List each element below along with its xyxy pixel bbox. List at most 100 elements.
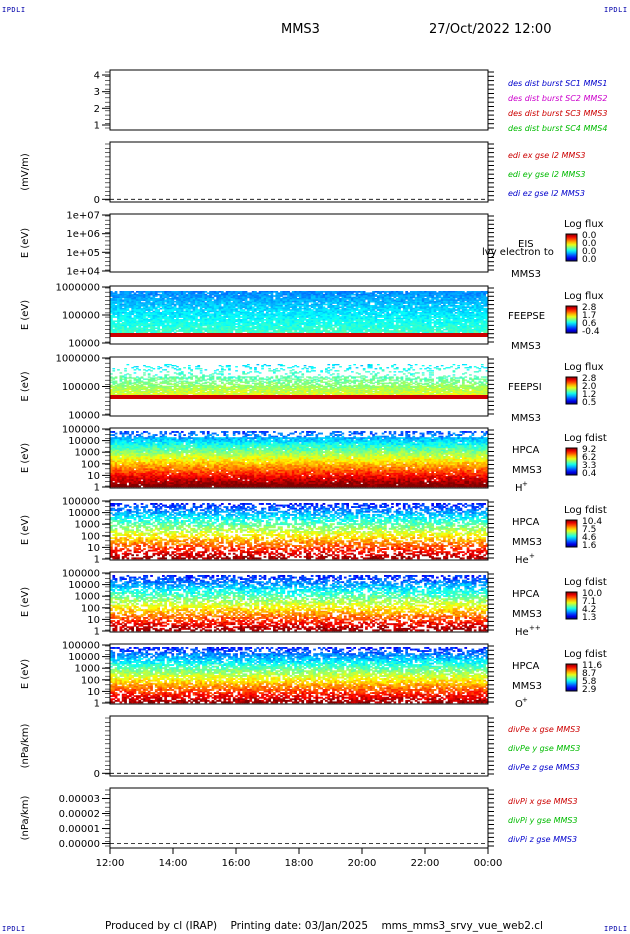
- y-tick-label: 100000: [62, 497, 100, 508]
- colorbar-tick-label: 0.4: [582, 469, 597, 479]
- legend-entry: divPi y gse MMS3: [508, 816, 578, 825]
- y-axis-label: E (eV): [20, 371, 31, 401]
- panel-frame: [110, 788, 488, 848]
- legend-entry: divPi x gse MMS3: [508, 797, 578, 806]
- panel-frame: [110, 716, 488, 776]
- legend-entry: edi ex gse l2 MMS3: [508, 151, 586, 160]
- y-tick-label: 100000: [62, 311, 100, 322]
- x-tick-label: 00:00: [474, 858, 503, 869]
- colorbar-tick-label: 2.9: [582, 685, 597, 695]
- y-tick-label: 1000: [75, 664, 100, 675]
- y-tick-label: 1000: [75, 592, 100, 603]
- y-tick-label: 3: [94, 87, 100, 98]
- species-charge: +: [529, 552, 535, 560]
- y-tick-label: 100: [81, 675, 100, 686]
- colorbar-tick-label: 0.0: [582, 255, 597, 265]
- y-tick-label: 1e+04: [66, 267, 100, 278]
- instrument-label: FEEPSI: [508, 382, 542, 393]
- species-label: He: [515, 555, 529, 566]
- y-tick-label: 0.00000: [59, 839, 100, 850]
- colorbar: [566, 520, 577, 547]
- colorbar-tick-label: 0.5: [582, 398, 596, 408]
- y-tick-label: 10000: [68, 436, 100, 447]
- colorbar-title: Log flux: [564, 219, 604, 230]
- y-tick-label: 100: [81, 531, 100, 542]
- x-tick-label: 14:00: [159, 858, 188, 869]
- panel-edi: 02e+204e+206e+208e+201e+21(mV/m)edi ex g…: [20, 0, 586, 208]
- colorbar-title: Log flux: [564, 362, 604, 373]
- instrument-label: FEEPSE: [508, 311, 545, 322]
- y-tick-label: 0.00002: [59, 809, 100, 820]
- y-tick-label: 1: [94, 627, 100, 638]
- y-tick-label: 100: [81, 459, 100, 470]
- footer-printing-date: Printing date: 03/Jan/2025: [230, 920, 368, 932]
- y-tick-label: 1000: [75, 448, 100, 459]
- colorbar: [566, 664, 577, 691]
- spacecraft-label: MMS3: [512, 465, 542, 476]
- y-axis-label: E (eV): [20, 228, 31, 258]
- spacecraft-label: MMS3: [512, 609, 542, 620]
- y-tick-label: 1e+05: [66, 248, 100, 259]
- spacecraft-label: MMS3: [512, 681, 542, 692]
- y-tick-label: 1e+07: [66, 211, 100, 222]
- y-tick-label: 10000: [68, 508, 100, 519]
- legend-entry: des dist burst SC2 MMS2: [508, 94, 607, 103]
- colorbar: [566, 306, 577, 333]
- y-tick-label: 1000000: [55, 283, 100, 294]
- colorbar-title: Log fdist: [564, 433, 607, 444]
- y-tick-label: 100: [81, 603, 100, 614]
- legend-entry: des dist burst SC1 MMS1: [508, 79, 607, 88]
- spacecraft-label: MMS3: [511, 269, 541, 280]
- legend-entry: divPe z gse MMS3: [508, 763, 580, 772]
- legend-entry: des dist burst SC3 MMS3: [508, 109, 607, 118]
- y-tick-label: 10000: [68, 652, 100, 663]
- y-tick-label: 100000: [62, 641, 100, 652]
- colorbar: [566, 448, 577, 475]
- y-tick-label: 1000000: [55, 354, 100, 365]
- spacecraft-label: MMS3: [512, 537, 542, 548]
- instrument-label: HPCA: [512, 445, 540, 456]
- y-tick-label: 0: [94, 769, 100, 780]
- y-tick-label: 1e+06: [66, 229, 100, 240]
- species-label: He: [515, 627, 529, 638]
- y-tick-label: 0.00001: [59, 824, 100, 835]
- y-tick-label: 10000: [68, 339, 100, 350]
- y-tick-label: 1: [94, 121, 100, 132]
- panel-frame: [110, 142, 488, 202]
- colorbar-title: Log fdist: [564, 649, 607, 660]
- y-tick-label: 10000: [68, 580, 100, 591]
- y-axis-label: (nPa/km): [20, 724, 31, 769]
- colorbar: [566, 234, 577, 261]
- y-tick-label: 0: [94, 195, 100, 206]
- y-tick-label: 10000: [68, 411, 100, 422]
- x-tick-label: 22:00: [411, 858, 440, 869]
- y-tick-label: 10: [87, 543, 100, 554]
- x-tick-label: 20:00: [348, 858, 377, 869]
- colorbar-tick-label: 1.6: [582, 541, 597, 551]
- y-tick-label: 1000: [75, 520, 100, 531]
- y-axis-label: E (eV): [20, 515, 31, 545]
- species-charge: +: [522, 696, 528, 704]
- colorbar-tick-label: 1.3: [582, 613, 596, 623]
- y-tick-label: 100000: [62, 382, 100, 393]
- instrument-label: HPCA: [512, 589, 540, 600]
- y-tick-label: 2: [94, 104, 100, 115]
- spacecraft-label: MMS3: [511, 341, 541, 352]
- species-charge: ++: [529, 624, 541, 632]
- x-tick-label: 18:00: [285, 858, 314, 869]
- y-tick-label: 10: [87, 687, 100, 698]
- y-tick-label: 100000: [62, 569, 100, 580]
- y-tick-label: 0.00003: [59, 794, 100, 805]
- footer: Produced by cl (IRAP) Printing date: 03/…: [105, 920, 553, 932]
- colorbar: [566, 377, 577, 404]
- colorbar: [566, 592, 577, 619]
- footer-filename: mms_mms3_srvy_vue_web2.cl: [381, 920, 543, 932]
